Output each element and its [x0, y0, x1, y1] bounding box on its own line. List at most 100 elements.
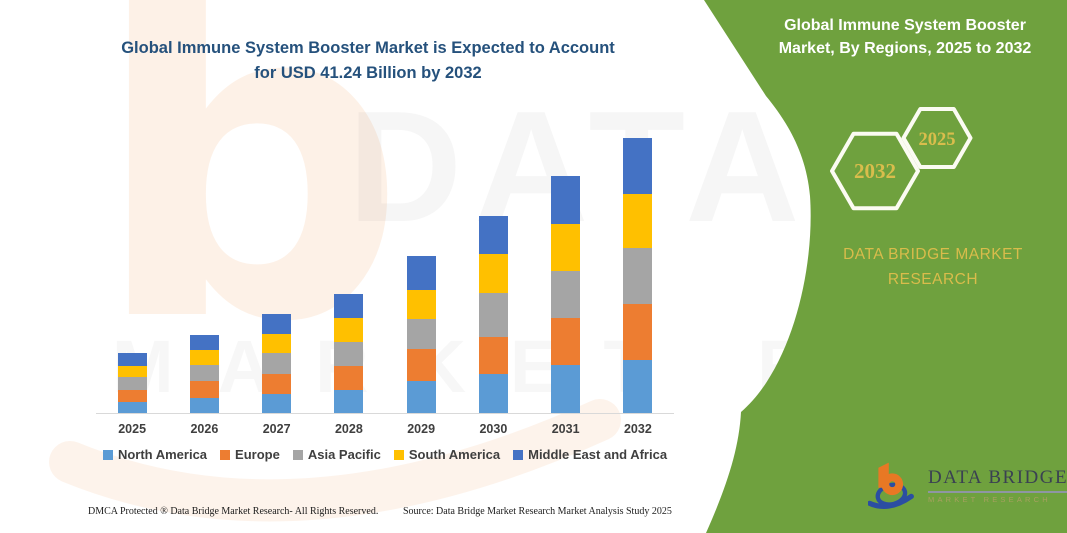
bar-segment [262, 314, 292, 335]
bar-slot-2027 [241, 130, 313, 413]
x-axis-label: 2028 [334, 422, 363, 436]
bar-segment [334, 318, 364, 342]
bar-segment [262, 334, 292, 354]
bar-segment [623, 359, 653, 413]
right-panel-title: Global Immune System Booster Market, By … [745, 14, 1065, 60]
bar-slot-2030 [457, 130, 529, 413]
legend-label: Asia Pacific [307, 447, 381, 462]
hexagon-2032 [830, 131, 920, 211]
bar-segment [623, 193, 653, 248]
right-panel-brand-line1: DATA BRIDGE MARKET [843, 246, 1023, 263]
bar-segment [189, 335, 219, 350]
bar-segment [189, 398, 219, 413]
page-title: Global Immune System Booster Market is E… [90, 36, 646, 86]
x-axis-labels: 2025 2026 2027 2028 2029 2030 2031 2032 [96, 422, 674, 436]
bar-segment [334, 389, 364, 413]
legend-item: South America [393, 447, 501, 462]
hexagon-2025 [901, 107, 973, 169]
bar-segment [551, 271, 581, 319]
bar-slot-2025 [96, 130, 168, 413]
legend-swatch-icon [292, 449, 303, 460]
bar-segment [334, 341, 364, 367]
x-axis-label: 2030 [479, 422, 508, 436]
bar-slot-2029 [385, 130, 457, 413]
right-panel-title-line2: Market, By Regions, 2025 to 2032 [778, 40, 1032, 58]
bar-segment [406, 381, 436, 413]
bar-slot-2028 [313, 130, 385, 413]
stacked-bar-2031 [551, 175, 581, 413]
stacked-bar-2032 [623, 138, 653, 413]
legend-swatch-icon [102, 449, 113, 460]
legend-label: Europe [235, 447, 280, 462]
page-title-line2: for USD 41.24 Billion by 2032 [254, 63, 482, 82]
legend-item: Middle East and Africa [513, 447, 667, 462]
stacked-bar-2029 [406, 255, 436, 413]
bar-segment [551, 175, 581, 224]
bar-segment [478, 293, 508, 338]
right-panel-brand-line2: RESEARCH [887, 270, 979, 288]
hexagon-2032-label: 2032 [854, 159, 896, 183]
legend-swatch-icon [393, 449, 404, 460]
legend-item: Asia Pacific [292, 447, 381, 462]
page-title-line1: Global Immune System Booster Market is E… [121, 39, 615, 57]
bar-segment [406, 319, 436, 350]
bar-segment [262, 374, 292, 395]
x-axis-label: 2025 [118, 422, 147, 436]
bar-segment [406, 255, 436, 290]
bar-segment [478, 216, 508, 255]
chart-legend: North America Europe Asia Pacific South Ame… [96, 447, 674, 462]
legend-label: Middle East and Africa [528, 447, 668, 462]
dmca-footer-text: DMCA Protected ® Data Bridge Market Rese… [88, 506, 379, 517]
stacked-bar-2027 [262, 314, 292, 413]
x-axis-label: 2026 [190, 422, 219, 436]
bar-segment [262, 353, 292, 375]
legend-item: Europe [220, 447, 280, 462]
company-logo-title: DATA BRIDGE [928, 467, 1067, 493]
x-axis-label: 2027 [262, 422, 291, 436]
x-axis-label: 2031 [551, 422, 580, 436]
bar-segment [406, 349, 436, 382]
bar-segment [117, 353, 147, 367]
bar-segment [623, 138, 653, 194]
bar-segment [189, 349, 219, 366]
x-axis-label: 2032 [623, 422, 652, 436]
bar-segment [189, 365, 219, 382]
stacked-bar-2026 [189, 335, 219, 413]
bar-segment [117, 389, 147, 403]
bar-segment [478, 373, 508, 413]
legend-item: North America [102, 447, 208, 462]
bar-slot-2032 [602, 130, 674, 413]
legend-label: South America [408, 447, 501, 462]
stacked-bar-2030 [478, 216, 508, 413]
company-logo-icon [868, 462, 914, 510]
company-logo-text: DATA BRIDGE MARKET RESEARCH [928, 467, 1067, 504]
bar-segment [262, 394, 292, 413]
company-logo: DATA BRIDGE MARKET RESEARCH [868, 460, 1067, 512]
bar-segment [334, 366, 364, 390]
bar-segment [623, 247, 653, 305]
bar-segment [623, 304, 653, 360]
bar-segment [551, 318, 581, 366]
bar-segment [551, 223, 581, 272]
right-panel-title-line1: Global Immune System Booster [784, 17, 1026, 34]
bar-slot-2031 [530, 130, 602, 413]
bar-segment [117, 402, 147, 413]
x-axis-label: 2029 [407, 422, 436, 436]
bar-segment [117, 377, 147, 390]
bar-segment [189, 381, 219, 399]
bar-segment [406, 289, 436, 320]
bar-segment [478, 254, 508, 294]
hexagon-2025-label: 2025 [919, 130, 956, 150]
legend-label: North America [117, 447, 208, 462]
bar-segment [551, 365, 581, 413]
chart-plot-area [96, 130, 674, 414]
stacked-bar-chart: 2025 2026 2027 2028 2029 2030 2031 2032 North A… [96, 130, 674, 462]
year-hexagons: 2025 2032 [830, 107, 973, 211]
legend-swatch-icon [513, 449, 524, 460]
legend-swatch-icon [220, 449, 231, 460]
stacked-bar-2028 [334, 294, 364, 413]
stacked-bar-2025 [117, 353, 147, 413]
company-logo-subtitle: MARKET RESEARCH [928, 494, 1051, 504]
